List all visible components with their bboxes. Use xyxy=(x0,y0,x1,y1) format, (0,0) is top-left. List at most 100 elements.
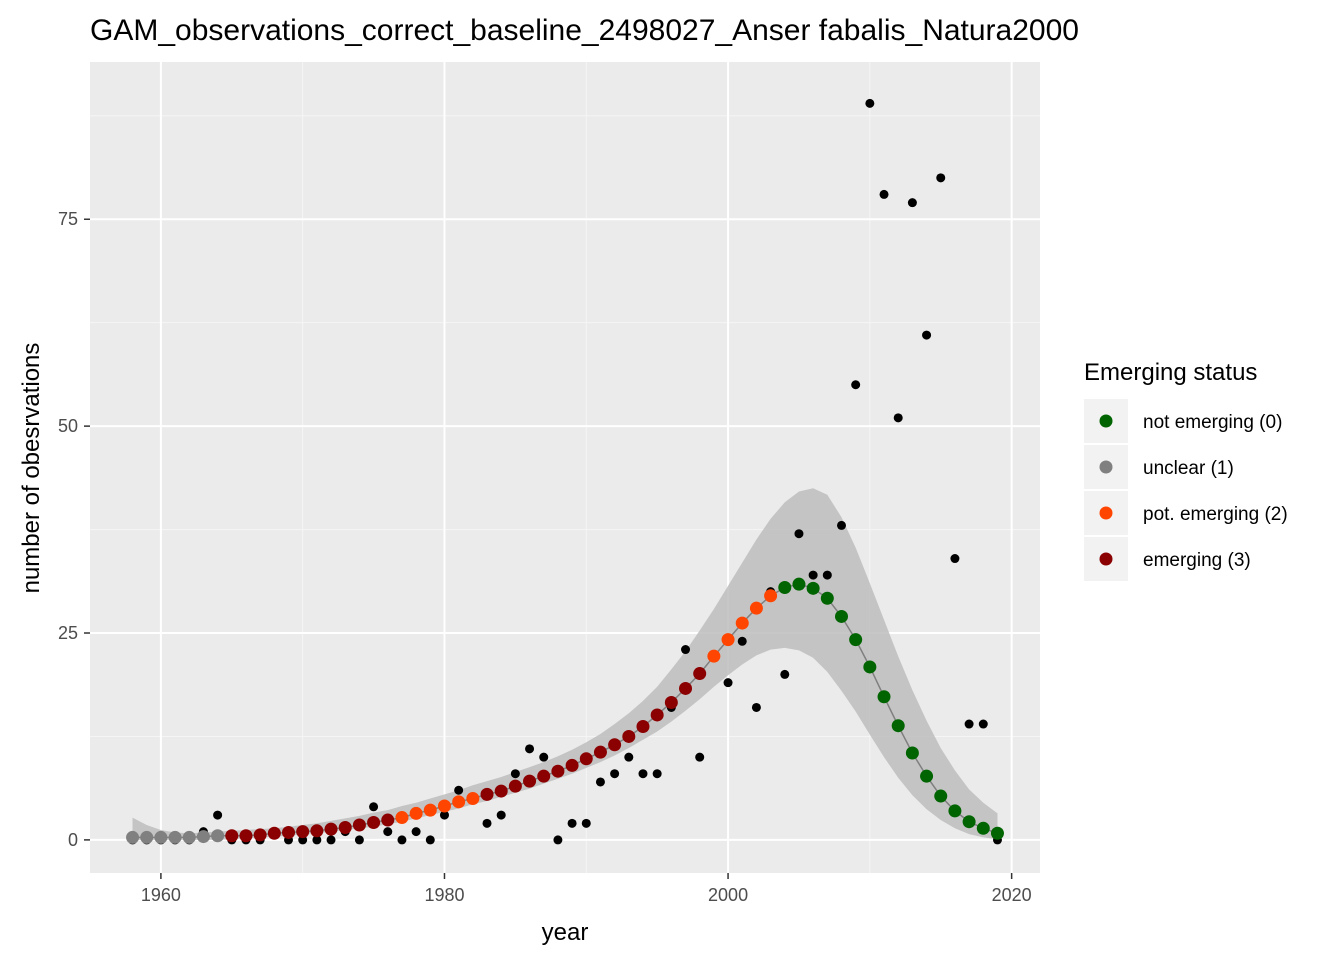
observation-point xyxy=(794,529,804,539)
fit-point xyxy=(650,708,664,722)
observation-point xyxy=(610,769,620,779)
observation-point xyxy=(397,835,407,845)
legend-label: emerging (3) xyxy=(1143,550,1251,571)
y-tick-label: 75 xyxy=(58,209,78,229)
fit-point xyxy=(126,830,140,844)
observation-point xyxy=(581,818,591,828)
fit-point xyxy=(338,820,352,834)
fit-point xyxy=(834,609,848,623)
observation-point xyxy=(978,719,988,729)
fit-point xyxy=(679,681,693,695)
fit-point xyxy=(437,799,451,813)
observation-point xyxy=(652,769,662,779)
legend-key-dot xyxy=(1099,414,1113,428)
chart-title: GAM_observations_correct_baseline_249802… xyxy=(90,14,1079,47)
observation-point xyxy=(681,645,691,655)
observation-point xyxy=(964,719,974,729)
fit-point xyxy=(948,804,962,818)
fit-point xyxy=(324,822,338,836)
x-tick-label: 1980 xyxy=(424,885,464,905)
legend-label: unclear (1) xyxy=(1143,458,1234,479)
observation-point xyxy=(553,835,563,845)
observation-point xyxy=(595,777,605,787)
fit-point xyxy=(182,830,196,844)
fit-point xyxy=(749,601,763,615)
fit-point xyxy=(593,745,607,759)
fit-point xyxy=(537,769,551,783)
legend-key-dot xyxy=(1099,506,1113,520)
fit-point xyxy=(863,660,877,674)
fit-point xyxy=(267,826,281,840)
observation-point xyxy=(567,818,577,828)
observation-point xyxy=(922,330,932,340)
fit-point xyxy=(764,589,778,603)
fit-point xyxy=(693,667,707,681)
fit-point xyxy=(707,649,721,663)
observation-point xyxy=(525,744,535,754)
observation-point xyxy=(907,198,917,208)
fit-point xyxy=(367,816,381,830)
fit-point xyxy=(282,825,296,839)
fit-point xyxy=(409,806,423,820)
observation-point xyxy=(312,835,322,845)
fit-point xyxy=(608,738,622,752)
x-axis-title: year xyxy=(542,919,589,946)
fit-point xyxy=(352,818,366,832)
fit-point xyxy=(565,758,579,772)
observation-point xyxy=(454,785,464,795)
fit-point xyxy=(622,729,636,743)
x-tick-label: 2020 xyxy=(992,885,1032,905)
fit-point xyxy=(381,813,395,827)
legend: Emerging status not emerging (0) unclear … xyxy=(1084,359,1288,581)
observation-point xyxy=(411,827,421,837)
fit-point xyxy=(154,830,168,844)
observation-point xyxy=(695,752,705,762)
observation-point xyxy=(425,835,435,845)
observation-point xyxy=(936,173,946,183)
fit-point xyxy=(664,696,678,710)
fit-point xyxy=(310,824,324,838)
observation-point xyxy=(482,818,492,828)
observation-point xyxy=(539,752,549,762)
observation-point xyxy=(369,802,379,812)
fit-point xyxy=(296,825,310,839)
fit-point xyxy=(452,795,466,809)
legend-label: pot. emerging (2) xyxy=(1143,504,1288,525)
fit-point xyxy=(239,829,253,843)
observation-point xyxy=(439,810,449,820)
observation-point xyxy=(950,554,960,564)
x-axis: 1960 1980 2000 2020 xyxy=(141,873,1032,905)
fit-point xyxy=(466,792,480,806)
y-tick-label: 50 xyxy=(58,416,78,436)
fit-point xyxy=(494,784,508,798)
fit-point xyxy=(976,821,990,835)
legend-title: Emerging status xyxy=(1084,359,1257,386)
fit-point xyxy=(168,830,182,844)
legend-label: not emerging (0) xyxy=(1143,412,1282,433)
observation-point xyxy=(383,827,393,837)
grid-minor xyxy=(90,62,1040,873)
grid-major xyxy=(90,62,1040,873)
fit-point xyxy=(990,826,1004,840)
fit-point xyxy=(806,581,820,595)
observation-point xyxy=(326,835,336,845)
observation-point xyxy=(213,810,223,820)
fit-point xyxy=(225,829,239,843)
observation-point xyxy=(723,678,733,688)
fit-status-points xyxy=(126,577,1004,844)
fit-point xyxy=(423,803,437,817)
confidence-ribbon xyxy=(132,488,998,840)
observation-point xyxy=(865,98,875,108)
observation-point xyxy=(638,769,648,779)
x-tick-label: 1960 xyxy=(141,885,181,905)
fit-point xyxy=(253,828,267,842)
fit-point xyxy=(395,811,409,825)
observation-point xyxy=(893,413,903,423)
fit-point xyxy=(877,690,891,704)
legend-key-dot xyxy=(1099,460,1113,474)
observation-point xyxy=(496,810,506,820)
fit-point xyxy=(820,591,834,605)
observation-point xyxy=(836,520,846,530)
observation-point xyxy=(851,380,861,390)
observation-point xyxy=(354,835,364,845)
